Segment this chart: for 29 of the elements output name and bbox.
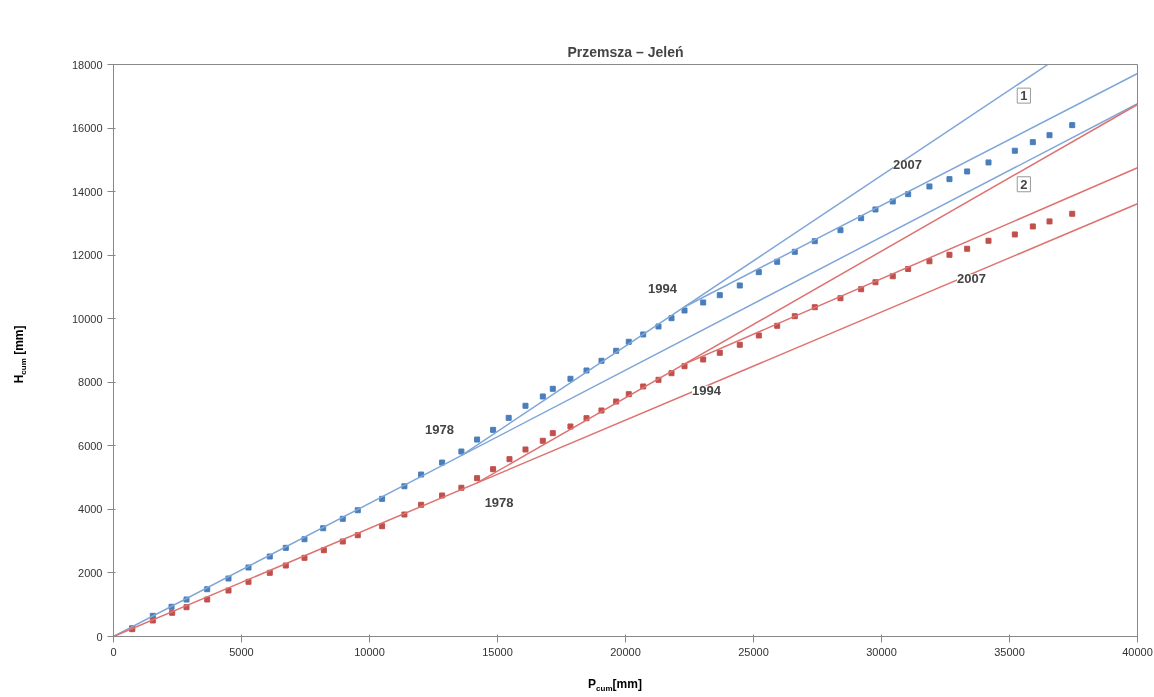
- x-tick-label: 25000: [738, 645, 769, 658]
- chart-title: Przemsza – Jeleń: [567, 43, 684, 60]
- y-tick-label: 4000: [78, 503, 103, 516]
- y-tick-label: 8000: [78, 376, 103, 389]
- y-tick-label: 16000: [71, 122, 103, 135]
- text: 2: [1020, 176, 1028, 192]
- x-tick-label: 35000: [994, 645, 1025, 658]
- y-tick-label: 14000: [71, 185, 103, 198]
- x-tick-label: 5000: [229, 645, 254, 658]
- text: 1: [1020, 88, 1028, 104]
- x-tick-label: 20000: [610, 645, 641, 658]
- x-tick-label: 40000: [1122, 645, 1153, 658]
- y-tick-label: 0: [96, 630, 103, 643]
- annotation: 2007: [957, 271, 986, 287]
- annotation: 2007: [892, 156, 922, 172]
- annotation: 1978: [484, 494, 514, 510]
- y-tick-label: 10000: [71, 312, 103, 325]
- y-tick-label: 12000: [71, 249, 103, 262]
- y-tick-label: 2000: [78, 566, 103, 579]
- annotation: 1994: [692, 382, 722, 398]
- x-tick-label: 0: [110, 645, 117, 658]
- x-tick-label: 30000: [866, 645, 897, 658]
- annotation: 1994: [648, 280, 678, 296]
- y-tick-label: 6000: [78, 439, 103, 452]
- x-axis-title: P$_{cum}$[mm]: [587, 676, 643, 695]
- x-tick-label: 15000: [482, 645, 513, 658]
- x-tick-label: 10000: [354, 645, 385, 658]
- y-tick-label: 18000: [71, 58, 103, 71]
- annotation: 1978: [424, 422, 454, 438]
